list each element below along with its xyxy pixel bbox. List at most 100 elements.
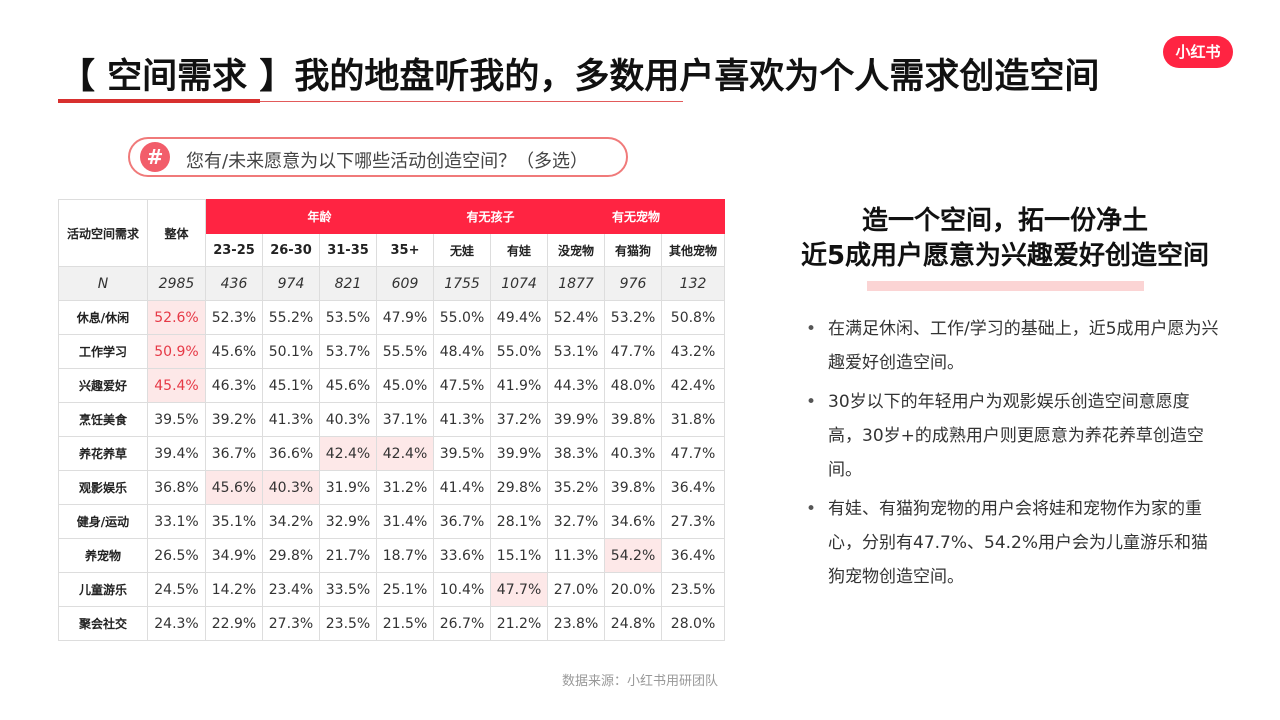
data-cell: 28.0% xyxy=(661,606,726,641)
table-row: 健身/运动 33.1% 35.1% 34.2% 32.9% 31.4% 36.7% 28.1%… xyxy=(58,504,726,539)
title-underline-accent xyxy=(58,99,260,103)
data-cell: 29.8% xyxy=(262,538,320,573)
insight-title-underline xyxy=(867,281,1144,291)
data-cell: 45.6% xyxy=(205,334,263,369)
data-cell: 33.5% xyxy=(319,572,377,607)
header-col: 有猫狗 xyxy=(604,233,663,267)
table-row: 儿童游乐 24.5% 14.2% 23.4% 33.5% 25.1% 10.4% 47.7% 2… xyxy=(58,572,726,607)
header-col: 23-25 xyxy=(205,233,263,267)
data-cell: 38.3% xyxy=(547,436,606,471)
data-cell: 31.8% xyxy=(661,402,726,437)
row-label: 休息/休闲 xyxy=(58,300,148,335)
data-cell: 33.6% xyxy=(433,538,492,573)
data-cell: 27.3% xyxy=(661,504,726,539)
data-cell: 42.4% xyxy=(319,436,377,471)
data-cell: 52.6% xyxy=(147,300,206,335)
header-overall: 整体 xyxy=(147,199,206,267)
data-cell: 23.4% xyxy=(262,572,320,607)
data-cell: 53.7% xyxy=(319,334,377,369)
data-cell: 40.3% xyxy=(319,402,377,437)
question-text: 您有/未来愿意为以下哪些活动创造空间？（多选） xyxy=(186,151,589,172)
table-row: 养花养草 39.4% 36.7% 36.6% 42.4% 42.4% 39.5% 39.9% 3… xyxy=(58,436,726,471)
header-col: 31-35 xyxy=(319,233,377,267)
header-col: 26-30 xyxy=(262,233,320,267)
data-cell: 23.8% xyxy=(547,606,606,641)
sample-size-cell: 1074 xyxy=(490,266,549,301)
data-cell: 43.2% xyxy=(661,334,726,369)
row-label: 养花养草 xyxy=(58,436,148,471)
data-cell: 15.1% xyxy=(490,538,549,573)
title-underline xyxy=(58,101,683,102)
data-cell: 55.5% xyxy=(375,334,435,369)
data-cell: 45.6% xyxy=(205,470,263,505)
table-row: 聚会社交 24.3% 22.9% 27.3% 23.5% 21.5% 26.7% 21.2% 2… xyxy=(58,606,726,641)
hashtag-icon: # xyxy=(140,142,170,172)
sample-size-cell: 821 xyxy=(319,266,377,301)
insight-title: 造一个空间，拓一份净土 近5成用户愿意为兴趣爱好创造空间 xyxy=(770,204,1240,274)
data-cell: 54.2% xyxy=(604,538,663,573)
sample-size-cell: 1755 xyxy=(433,266,492,301)
data-cell: 48.0% xyxy=(604,368,663,403)
table-row: 观影娱乐 36.8% 45.6% 40.3% 31.9% 31.2% 41.4% 29.8% 3… xyxy=(58,470,726,505)
header-col: 有娃 xyxy=(490,233,549,267)
row-label: 兴趣爱好 xyxy=(58,368,148,403)
data-cell: 24.5% xyxy=(147,572,206,607)
survey-question: # 您有/未来愿意为以下哪些活动创造空间？（多选） xyxy=(128,137,628,177)
data-cell: 36.4% xyxy=(661,470,726,505)
data-cell: 39.5% xyxy=(147,402,206,437)
data-cell: 27.0% xyxy=(547,572,606,607)
activity-space-table: 活动空间需求 整体 年龄 有无孩子 有无宠物 23-25 26-30 31-35… xyxy=(58,199,726,641)
data-cell: 52.4% xyxy=(547,300,606,335)
data-cell: 31.9% xyxy=(319,470,377,505)
data-cell: 41.9% xyxy=(490,368,549,403)
data-cell: 32.7% xyxy=(547,504,606,539)
data-cell: 48.4% xyxy=(433,334,492,369)
data-cell: 47.7% xyxy=(604,334,663,369)
data-cell: 26.5% xyxy=(147,538,206,573)
data-cell: 40.3% xyxy=(262,470,320,505)
data-cell: 39.9% xyxy=(547,402,606,437)
data-cell: 36.7% xyxy=(205,436,263,471)
data-cell: 21.7% xyxy=(319,538,377,573)
row-label: 儿童游乐 xyxy=(58,572,148,607)
data-cell: 40.3% xyxy=(604,436,663,471)
data-cell: 47.5% xyxy=(433,368,492,403)
data-cell: 42.4% xyxy=(661,368,726,403)
brand-logo: 小红书 xyxy=(1163,36,1233,68)
bullet-item: 有娃、有猫狗宠物的用户会将娃和宠物作为家的重心，分别有47.7%、54.2%用户… xyxy=(800,492,1220,594)
data-cell: 36.6% xyxy=(262,436,320,471)
data-cell: 23.5% xyxy=(319,606,377,641)
row-label: N xyxy=(58,266,148,301)
insight-title-line2: 近5成用户愿意为兴趣爱好创造空间 xyxy=(800,241,1210,271)
data-cell: 45.6% xyxy=(319,368,377,403)
data-cell: 39.4% xyxy=(147,436,206,471)
data-cell: 14.2% xyxy=(205,572,263,607)
data-cell: 45.0% xyxy=(375,368,435,403)
data-cell: 21.5% xyxy=(375,606,435,641)
data-cell: 37.1% xyxy=(375,402,435,437)
data-cell: 55.0% xyxy=(433,300,492,335)
data-cell: 22.9% xyxy=(205,606,263,641)
data-cell: 53.2% xyxy=(604,300,663,335)
bullet-item: 30岁以下的年轻用户为观影娱乐创造空间意愿度高，30岁+的成熟用户则更愿意为养花… xyxy=(800,385,1220,487)
data-cell: 50.9% xyxy=(147,334,206,369)
data-cell: 50.8% xyxy=(661,300,726,335)
data-cell: 35.2% xyxy=(547,470,606,505)
row-label: 工作学习 xyxy=(58,334,148,369)
table-row: 烹饪美食 39.5% 39.2% 41.3% 40.3% 37.1% 41.3% 37.2% 3… xyxy=(58,402,726,437)
data-cell: 28.1% xyxy=(490,504,549,539)
data-cell: 34.9% xyxy=(205,538,263,573)
header-group-pets: 有无宠物 xyxy=(547,199,726,234)
data-cell: 39.9% xyxy=(490,436,549,471)
table-row: 养宠物 26.5% 34.9% 29.8% 21.7% 18.7% 33.6% 15.1% 11… xyxy=(58,538,726,573)
data-cell: 35.1% xyxy=(205,504,263,539)
table-row: 工作学习 50.9% 45.6% 50.1% 53.7% 55.5% 48.4% 55.0% 5… xyxy=(58,334,726,369)
data-cell: 53.5% xyxy=(319,300,377,335)
data-cell: 25.1% xyxy=(375,572,435,607)
data-cell: 47.7% xyxy=(661,436,726,471)
data-cell: 39.5% xyxy=(433,436,492,471)
data-cell: 10.4% xyxy=(433,572,492,607)
table-row: 休息/休闲 52.6% 52.3% 55.2% 53.5% 47.9% 55.0% 49.4%… xyxy=(58,300,726,335)
data-cell: 32.9% xyxy=(319,504,377,539)
data-cell: 55.2% xyxy=(262,300,320,335)
